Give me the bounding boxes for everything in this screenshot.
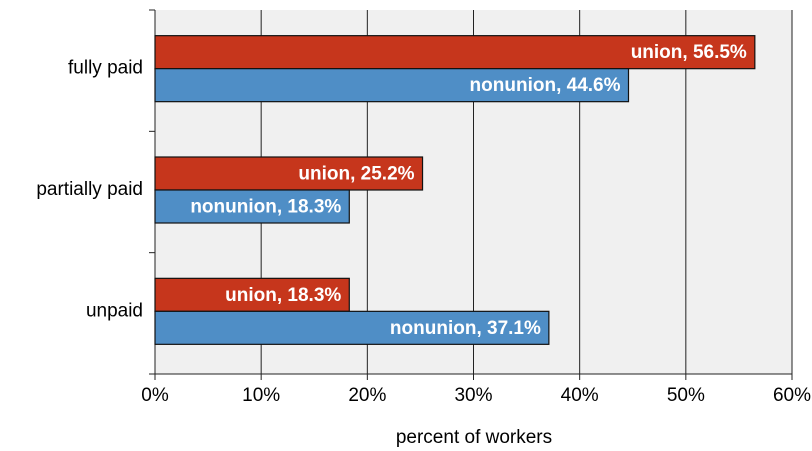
x-tick-label: 0%	[141, 385, 169, 406]
data-label: union, 56.5%	[631, 42, 747, 63]
data-label: nonunion, 37.1%	[390, 318, 541, 339]
bar	[154, 156, 424, 191]
y-tick-label: partially paid	[36, 179, 143, 200]
data-label: nonunion, 18.3%	[190, 197, 341, 218]
bar	[154, 35, 756, 70]
bar	[154, 189, 350, 224]
x-axis-label: percent of workers	[396, 427, 552, 448]
data-label: nonunion, 44.6%	[470, 75, 621, 96]
bar	[154, 68, 630, 103]
x-tick-label: 20%	[348, 385, 386, 406]
x-tick-label: 60%	[773, 385, 811, 406]
x-tick-label: 10%	[242, 385, 280, 406]
x-tick-label: 40%	[561, 385, 599, 406]
data-label: union, 25.2%	[298, 164, 414, 185]
x-tick-label: 50%	[667, 385, 705, 406]
y-tick-label: unpaid	[86, 300, 143, 321]
bar	[154, 310, 550, 345]
data-label: union, 18.3%	[225, 285, 341, 306]
y-tick-label: fully paid	[68, 58, 143, 79]
x-tick-label: 30%	[454, 385, 492, 406]
